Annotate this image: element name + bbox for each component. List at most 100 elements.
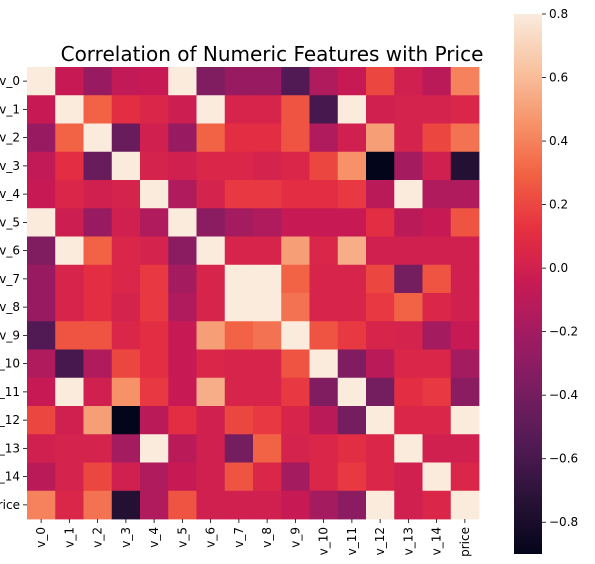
heatmap-cell-v_4-v_11 — [337, 180, 367, 209]
colorbar-tick-label: −0.4 — [549, 388, 578, 402]
heatmap-cell-v_3-v_12 — [366, 151, 395, 181]
heatmap-cell-v_5-v_10 — [309, 208, 339, 237]
x-tick-label: v_11 — [345, 527, 359, 555]
heatmap-cell-v_5-v_6 — [196, 208, 226, 237]
heatmap-cell-v_8-price — [450, 293, 480, 322]
heatmap-cell-v_9-v_12 — [366, 321, 395, 350]
heatmap-cell-price-v_5 — [168, 490, 197, 520]
heatmap-cell-v_7-v_1 — [55, 264, 84, 294]
heatmap-cell-v_0-v_4 — [140, 67, 169, 96]
heatmap-cell-v_10-price — [450, 349, 480, 379]
heatmap-cell-v_12-v_6 — [196, 406, 226, 435]
heatmap-cell-price-v_2 — [83, 490, 113, 520]
y-tick-label: v_6 — [0, 244, 20, 258]
x-tick-label: v_2 — [91, 527, 105, 548]
heatmap-cell-v_8-v_2 — [83, 293, 113, 322]
heatmap-cell-v_13-v_12 — [366, 434, 395, 463]
y-tick-label: v_3 — [0, 159, 20, 173]
heatmap-cell-v_10-v_11 — [337, 349, 367, 379]
heatmap-cell-v_1-v_7 — [224, 95, 254, 124]
y-tick-label: v_5 — [0, 215, 20, 229]
heatmap-cell-v_2-price — [450, 123, 480, 153]
heatmap-cell-v_7-v_8 — [253, 264, 282, 294]
heatmap-cell-v_4-v_10 — [309, 180, 339, 209]
colorbar-tick-label: 0.4 — [549, 134, 568, 148]
heatmap-cell-v_6-v_13 — [394, 236, 423, 266]
heatmap-cell-v_2-v_8 — [253, 123, 282, 153]
heatmap-cell-v_10-v_2 — [83, 349, 113, 379]
colorbar: −0.8 −0.6 −0.4 −0.2 0.0 0.2 0.4 0.6 0.8 — [514, 7, 578, 554]
heatmap-cell-v_12-v_7 — [224, 406, 254, 435]
heatmap-cell-v_6-v_8 — [253, 236, 282, 266]
heatmap-cell-v_4-v_7 — [224, 180, 254, 209]
heatmap-cell-price-v_13 — [394, 490, 423, 520]
heatmap-cell-v_0-v_10 — [309, 67, 339, 96]
heatmap-cell-v_6-v_2 — [83, 236, 113, 266]
heatmap-cell-v_8-v_9 — [281, 293, 310, 322]
heatmap-cell-v_9-v_7 — [224, 321, 254, 350]
heatmap-cell-v_5-v_3 — [111, 208, 141, 237]
heatmap-cell-v_13-v_13 — [394, 434, 423, 463]
heatmap-cell-v_5-v_5 — [168, 208, 197, 237]
colorbar-tick-label: 0.2 — [549, 198, 568, 212]
heatmap-cell-v_4-price — [450, 180, 480, 209]
y-tick-label: v_1 — [0, 102, 20, 116]
heatmap-cell-v_11-v_3 — [111, 377, 141, 407]
heatmap-cell-v_9-v_5 — [168, 321, 197, 350]
heatmap-cell-v_13-v_2 — [83, 434, 113, 463]
heatmap-cell-v_14-v_12 — [366, 462, 395, 492]
heatmap-cell-v_3-v_13 — [394, 151, 423, 181]
heatmap-cell-v_2-v_10 — [309, 123, 339, 153]
heatmap-cell-price-v_11 — [337, 490, 367, 520]
y-tick-label: v_8 — [0, 300, 20, 314]
y-tick-label: price — [0, 498, 20, 512]
heatmap-cell-v_4-v_1 — [55, 180, 84, 209]
heatmap-cell-v_14-v_0 — [27, 462, 56, 492]
heatmap-cell-v_14-price — [450, 462, 480, 492]
heatmap-cell-v_10-v_5 — [168, 349, 197, 379]
heatmap-cell-v_5-v_0 — [27, 208, 56, 237]
heatmap-cell-v_12-v_14 — [422, 406, 452, 435]
colorbar-tick-label: 0.0 — [549, 261, 568, 275]
heatmap-cell-price-v_10 — [309, 490, 339, 520]
heatmap-cell-v_2-v_4 — [140, 123, 169, 153]
heatmap-cell-v_0-price — [450, 67, 480, 96]
y-tick-label: v_9 — [0, 328, 20, 342]
heatmap-cell-v_8-v_1 — [55, 293, 84, 322]
heatmap-cell-v_10-v_13 — [394, 349, 423, 379]
heatmap-cell-v_11-v_0 — [27, 377, 56, 407]
x-tick-label: v_6 — [204, 527, 218, 548]
heatmap-cell-v_3-v_11 — [337, 151, 367, 181]
heatmap-cell-v_13-v_9 — [281, 434, 310, 463]
heatmap-cell-v_11-v_2 — [83, 377, 113, 407]
heatmap-cell-v_4-v_2 — [83, 180, 113, 209]
heatmap-cell-v_13-v_7 — [224, 434, 254, 463]
heatmap-cell-v_9-price — [450, 321, 480, 350]
heatmap-cell-v_7-v_6 — [196, 264, 226, 294]
heatmap-cell-v_11-v_1 — [55, 377, 84, 407]
heatmap-cell-v_9-v_4 — [140, 321, 169, 350]
heatmap-cell-price-v_8 — [253, 490, 282, 520]
heatmap-cell-v_1-v_4 — [140, 95, 169, 124]
heatmap-cell-v_3-v_7 — [224, 151, 254, 181]
heatmap-cell-v_8-v_4 — [140, 293, 169, 322]
heatmap-cell-v_3-v_10 — [309, 151, 339, 181]
heatmap-cell-v_11-v_11 — [337, 377, 367, 407]
heatmap-cell-v_2-v_2 — [83, 123, 113, 153]
heatmap-cell-v_1-price — [450, 95, 480, 124]
heatmap-cell-v_14-v_1 — [55, 462, 84, 492]
heatmap-cell-v_13-v_10 — [309, 434, 339, 463]
heatmap-cell-v_4-v_12 — [366, 180, 395, 209]
heatmap-cell-v_8-v_11 — [337, 293, 367, 322]
heatmap-cell-v_11-price — [450, 377, 480, 407]
heatmap-cell-v_4-v_5 — [168, 180, 197, 209]
heatmap-cell-v_12-v_12 — [366, 406, 395, 435]
x-axis: v_0 v_1 v_2 v_3 v_4 v_5 v_6 v_7 v_8 v_9 v_10 v_11 v_… — [34, 519, 472, 557]
heatmap-cell-price-v_4 — [140, 490, 169, 520]
heatmap-cell-v_2-v_14 — [422, 123, 452, 153]
heatmap-cell-v_5-v_7 — [224, 208, 254, 237]
heatmap-cell-v_1-v_13 — [394, 95, 423, 124]
heatmap-cell-price-v_14 — [422, 490, 452, 520]
heatmap-cell-v_12-v_10 — [309, 406, 339, 435]
heatmap-cell-v_1-v_14 — [422, 95, 452, 124]
